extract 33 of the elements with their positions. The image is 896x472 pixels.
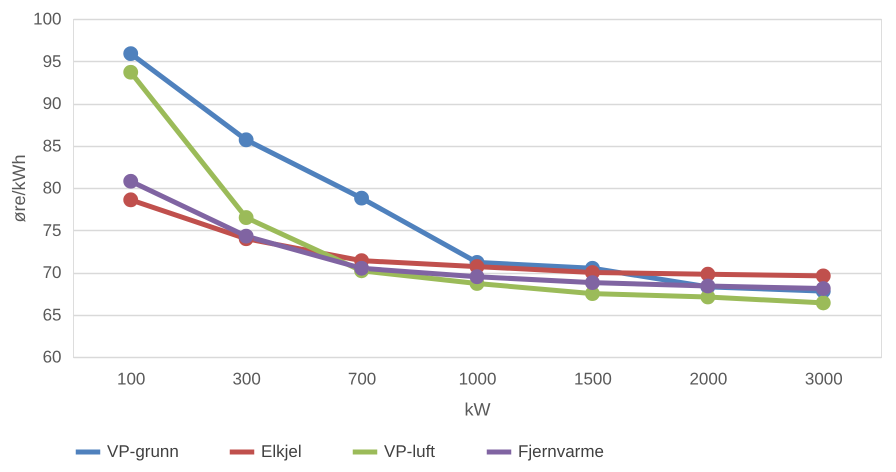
point	[123, 174, 138, 189]
x-tick-label: 300	[232, 370, 261, 388]
legend-label: VP-luft	[384, 442, 436, 461]
legend-label: Elkjel	[261, 442, 302, 461]
x-axis-title: kW	[464, 400, 490, 420]
y-tick-label: 100	[33, 10, 62, 28]
point	[238, 210, 254, 225]
y-tick-label: 95	[42, 52, 62, 71]
point	[123, 192, 138, 208]
x-tick-label: 1500	[574, 370, 612, 388]
legend-label: Fjernvarme	[518, 442, 604, 461]
y-tick-label: 80	[42, 178, 62, 198]
point	[354, 190, 369, 206]
y-tick-label: 70	[42, 263, 62, 282]
point	[123, 46, 138, 62]
x-tick-label: 2000	[689, 370, 728, 388]
point	[816, 296, 831, 310]
x-tick-label: 100	[117, 370, 146, 388]
point	[816, 268, 831, 284]
y-tick-label: 90	[42, 94, 62, 113]
x-tick-label: 3000	[804, 370, 843, 388]
point	[585, 275, 600, 290]
y-tick-label: 65	[42, 305, 62, 324]
legend-label: VP-grunn	[107, 442, 179, 461]
point	[470, 269, 484, 284]
point	[238, 132, 254, 148]
y-tick-label: 60	[42, 348, 62, 366]
y-tick-label: 75	[42, 220, 62, 240]
point	[123, 64, 138, 80]
y-axis-title: øre/kWh	[9, 154, 30, 223]
x-tick-label: 700	[348, 370, 376, 388]
y-tick-label: 85	[42, 136, 62, 156]
x-tick-label: 1000	[458, 370, 496, 388]
